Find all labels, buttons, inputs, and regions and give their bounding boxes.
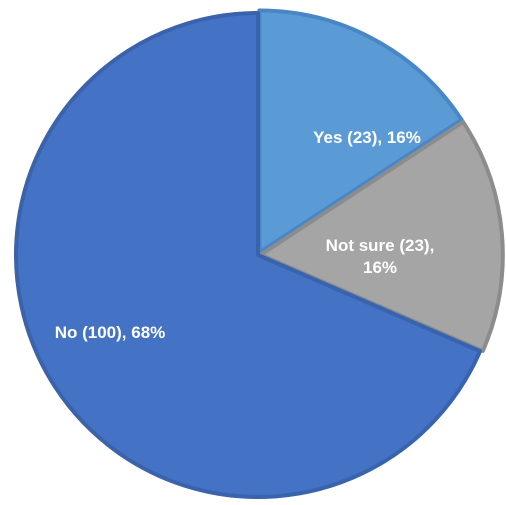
pie-slice-1: [258, 119, 505, 353]
pie-slice-0: [257, 8, 464, 255]
pie-slice-label-2: No (100), 68%: [55, 323, 166, 342]
pie-slice-2: [14, 11, 483, 499]
pie-slice-label-line: No (100), 68%: [55, 323, 166, 342]
labels-layer: Yes (23), 16% Not sure (23), 16% No (100), …: [55, 128, 435, 342]
pie-slice-label-1: Not sure (23), 16%: [326, 236, 435, 277]
pie-slice-label-line: Yes (23), 16%: [313, 128, 421, 147]
slices-layer: [14, 8, 505, 499]
pie-slice-label-line: Not sure (23),: [326, 236, 435, 255]
pie-slice-label-0: Yes (23), 16%: [313, 128, 421, 147]
pie-slice-label-line: 16%: [363, 258, 397, 277]
